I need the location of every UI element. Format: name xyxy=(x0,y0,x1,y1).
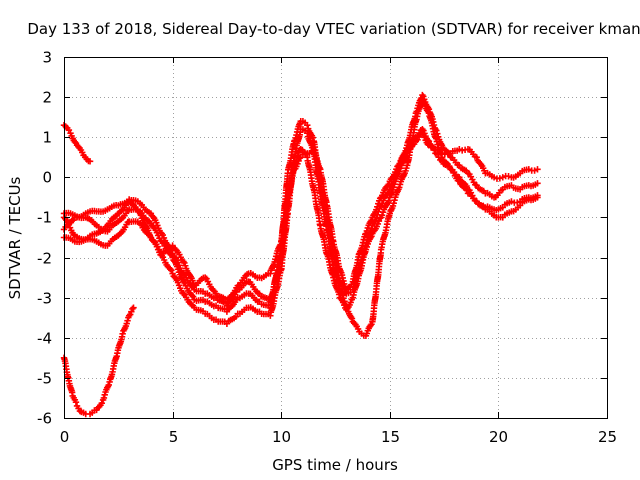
axis-ticks xyxy=(64,57,608,419)
data-point xyxy=(129,305,136,313)
y-tick-label: -5 xyxy=(37,370,52,388)
y-tick-label: 2 xyxy=(42,89,52,107)
x-tick-label: 0 xyxy=(60,428,70,446)
y-tick-label: -2 xyxy=(37,250,52,268)
data-point xyxy=(70,231,77,238)
data-point xyxy=(124,317,131,324)
data-point xyxy=(86,158,94,165)
y-tick-label: -1 xyxy=(37,209,52,227)
plot-frame xyxy=(64,57,608,419)
data-point xyxy=(401,150,409,157)
data-point xyxy=(296,155,303,162)
data-point xyxy=(342,301,349,308)
data-point xyxy=(424,141,432,148)
data-point xyxy=(384,190,391,197)
data-point xyxy=(341,298,348,305)
data-point xyxy=(363,227,371,235)
y-tick-label: -3 xyxy=(37,290,52,308)
data-point xyxy=(473,154,480,161)
data-point xyxy=(189,293,197,300)
data-point xyxy=(463,182,470,190)
series-track-4 xyxy=(60,130,541,305)
y-tick-labels: -6 -5 -4 -3 -2 -1 0 1 2 3 xyxy=(37,49,52,428)
data-point xyxy=(534,180,541,187)
data-point xyxy=(125,312,133,319)
data-point xyxy=(434,130,441,137)
series-arc-1 xyxy=(60,121,94,165)
data-point xyxy=(168,267,175,274)
data-point xyxy=(98,399,105,407)
x-tick-label: 5 xyxy=(169,428,179,446)
x-tick-label: 20 xyxy=(489,428,508,446)
data-point xyxy=(413,108,420,115)
data-point xyxy=(419,130,426,137)
data-point xyxy=(433,127,440,134)
x-tick-label: 15 xyxy=(381,428,400,446)
data-point xyxy=(385,197,393,205)
data-point xyxy=(384,182,391,189)
data-point xyxy=(340,295,347,302)
data-point xyxy=(72,398,80,406)
data-point xyxy=(445,162,453,170)
x-tick-labels: 0 5 10 15 20 25 xyxy=(60,428,617,446)
data-point xyxy=(534,166,541,173)
data-point xyxy=(105,381,112,389)
data-point xyxy=(130,304,137,311)
data-point xyxy=(343,302,350,309)
data-point xyxy=(71,138,79,146)
x-axis-label: GPS time / hours xyxy=(272,456,398,474)
data-point xyxy=(100,394,108,402)
data-point xyxy=(385,189,392,196)
data-point xyxy=(304,121,311,129)
data-point xyxy=(348,315,356,322)
y-tick-label: 3 xyxy=(42,49,52,67)
x-tick-label: 10 xyxy=(272,428,291,446)
y-tick-label: 1 xyxy=(42,129,52,147)
data-point xyxy=(374,203,381,210)
data-point xyxy=(348,281,355,289)
y-axis-label: SDTVAR / TECUs xyxy=(6,176,24,299)
y-tick-label: -6 xyxy=(37,410,52,428)
y-tick-label: 0 xyxy=(42,169,52,187)
data-points xyxy=(60,91,541,418)
data-point xyxy=(419,91,426,99)
data-point xyxy=(534,194,541,201)
x-tick-label: 25 xyxy=(598,428,617,446)
chart-title: Day 133 of 2018, Sidereal Day-to-day VTE… xyxy=(27,20,640,38)
data-point xyxy=(367,322,374,329)
y-tick-label: -4 xyxy=(37,330,52,348)
data-point xyxy=(385,181,392,188)
series-arc-2 xyxy=(60,304,137,418)
data-point xyxy=(414,105,421,112)
data-point xyxy=(309,134,317,141)
